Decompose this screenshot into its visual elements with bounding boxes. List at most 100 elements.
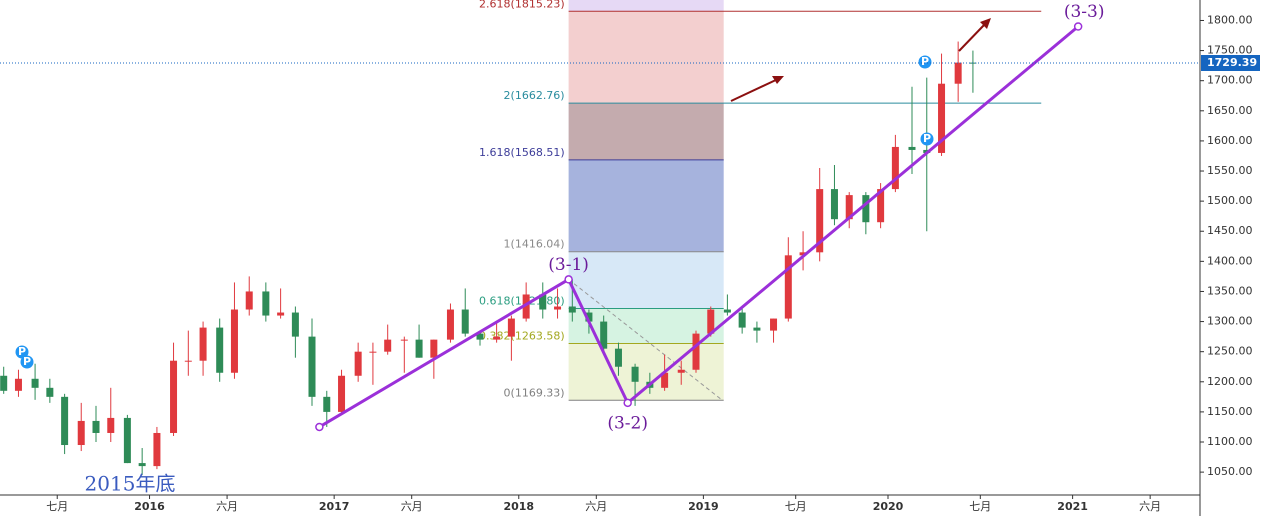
y-tick-label: 1650.00 — [1207, 104, 1253, 117]
candle-body — [845, 195, 853, 220]
wave-label: (3-2) — [607, 413, 648, 433]
candle-body — [661, 372, 669, 388]
candle-body — [600, 321, 608, 349]
candle-body — [830, 189, 838, 220]
x-tick-label: 2017 — [319, 500, 350, 513]
fib-label: 2.618(1815.23) — [479, 0, 565, 10]
candle-body — [415, 339, 423, 358]
candle-body — [338, 375, 346, 412]
y-tick-label: 1100.00 — [1207, 435, 1253, 448]
candle-body — [0, 375, 8, 391]
wave-point — [315, 422, 324, 432]
x-tick-label: 七月 — [785, 500, 807, 513]
x-tick-label: 六月 — [1139, 500, 1161, 513]
svg-text:P: P — [921, 55, 929, 68]
candle-body — [31, 378, 39, 388]
candle-body — [461, 309, 469, 334]
candle-body — [77, 420, 85, 446]
x-tick-label: 2016 — [134, 500, 165, 513]
candle-body — [862, 195, 870, 223]
y-tick-label: 1150.00 — [1207, 405, 1253, 418]
guide-line — [568, 279, 723, 401]
candle-body — [184, 360, 192, 362]
y-tick-label: 1350.00 — [1207, 284, 1253, 297]
fib-zone — [568, 0, 724, 12]
x-tick-label: 六月 — [216, 500, 238, 513]
candle-body — [539, 294, 547, 310]
last-price-label: 1729.39 — [1207, 56, 1257, 69]
candle-body — [799, 252, 807, 256]
candle-body — [216, 327, 224, 373]
candle-body — [123, 417, 131, 464]
x-tick-label: 2020 — [873, 500, 904, 513]
fib-label: 1(1416.04) — [504, 238, 565, 251]
y-tick-label: 1550.00 — [1207, 164, 1253, 177]
arrow — [958, 23, 986, 52]
y-tick-label: 1500.00 — [1207, 194, 1253, 207]
candle-body — [262, 291, 270, 316]
candle-body — [522, 294, 530, 319]
x-tick-label: 2018 — [503, 500, 534, 513]
wave-point — [623, 398, 632, 408]
candle-body — [554, 306, 562, 310]
y-tick-label: 1750.00 — [1207, 44, 1253, 57]
y-tick-label: 1700.00 — [1207, 74, 1253, 87]
candle-body — [61, 396, 69, 446]
candle-body — [493, 336, 501, 340]
candle-body — [738, 312, 746, 328]
y-tick-label: 1250.00 — [1207, 345, 1253, 358]
candle-body — [245, 291, 253, 310]
fib-zone — [568, 11, 724, 104]
candle-body — [692, 333, 700, 370]
candle-body — [107, 417, 115, 433]
candle-body — [384, 339, 392, 352]
y-tick-label: 1050.00 — [1207, 465, 1253, 478]
candle-body — [614, 348, 622, 367]
fib-label: 2(1662.76) — [504, 89, 565, 102]
fib-label: 1.618(1568.51) — [479, 146, 565, 159]
candle-body — [138, 463, 146, 467]
candle-body — [446, 309, 454, 340]
candle-body — [400, 339, 408, 341]
candle-body — [954, 62, 962, 84]
arrow-head — [772, 76, 784, 84]
last-price-box — [1201, 54, 1260, 71]
candle-body — [723, 309, 731, 313]
wave-point — [1073, 22, 1083, 31]
wave-label: (3-1) — [548, 255, 589, 275]
wave-point — [564, 275, 573, 284]
arrow — [730, 78, 779, 102]
candle-body — [877, 189, 885, 223]
x-tick-label: 六月 — [585, 500, 607, 513]
fib-zone — [568, 159, 724, 252]
svg-text:P: P — [23, 355, 31, 368]
candle-body — [476, 333, 484, 340]
wave-label: (3-3) — [1064, 2, 1105, 22]
candle-body — [308, 336, 316, 397]
candle-body — [568, 306, 576, 313]
candle-body — [323, 396, 331, 412]
candle-body — [153, 432, 161, 467]
x-tick-label: 2021 — [1057, 500, 1088, 513]
candle-body — [14, 378, 22, 391]
candle-body — [753, 327, 761, 331]
candle-body — [770, 318, 778, 331]
y-tick-label: 1600.00 — [1207, 134, 1253, 147]
plot: 0(1169.33)0.382(1263.58)0.618(1321.80)1(… — [0, 0, 1105, 476]
fib-label: 0(1169.33) — [504, 386, 565, 399]
candle-body — [891, 146, 899, 190]
fib-zone — [568, 103, 724, 160]
candle-body — [430, 339, 438, 358]
annotation: 2015年底 — [85, 472, 176, 496]
y-tick-label: 1400.00 — [1207, 254, 1253, 267]
candle-body — [585, 312, 593, 322]
svg-text:P: P — [923, 132, 931, 145]
arrow-head — [980, 18, 991, 29]
y-tick-label: 1200.00 — [1207, 375, 1253, 388]
candle-body — [369, 351, 377, 353]
y-tick-label: 1450.00 — [1207, 224, 1253, 237]
y-tick-label: 1800.00 — [1207, 13, 1253, 26]
x-tick-label: 七月 — [969, 500, 991, 513]
wave-line — [318, 25, 1080, 429]
candle-body — [677, 369, 685, 373]
